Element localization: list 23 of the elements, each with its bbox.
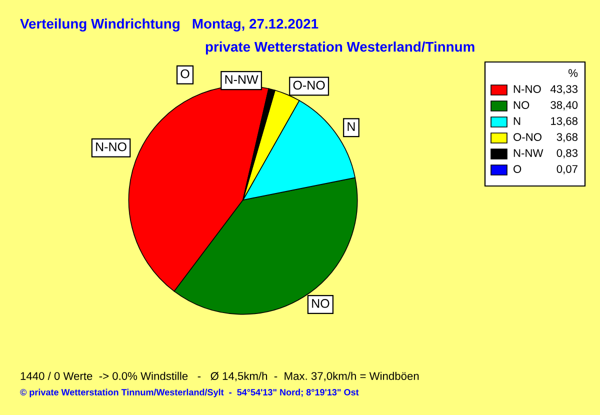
category-label: O xyxy=(180,69,190,78)
slice-label: N-NO xyxy=(96,142,126,152)
legend-title: % xyxy=(568,69,578,77)
legend-label: N xyxy=(514,117,520,125)
data-label: 3,68 xyxy=(556,133,578,142)
legend-label: O-NO xyxy=(514,133,542,141)
text: © private Wetterstation Tinnum/Westerland/Sylt - 54°54'13" Nord; 8°19'13" Ost xyxy=(20,388,359,398)
chart-title: Verteilung Windrichtung Montag, 27.12.2021 xyxy=(20,18,318,32)
data-label: 13,68 xyxy=(551,117,578,126)
slice-label: NO xyxy=(312,299,330,308)
data-label: 43,33 xyxy=(550,85,578,94)
category-label: N-NW xyxy=(225,75,258,84)
data-label: 0,07 xyxy=(556,165,578,174)
legend-label: O xyxy=(514,165,522,173)
data-label: 0,83 xyxy=(556,149,578,158)
slice-label: N xyxy=(348,122,355,131)
chart-subtitle: private Wetterstation Westerland/Tinnum xyxy=(206,42,474,54)
slice-label: O-NO xyxy=(293,80,325,90)
data-label: 38,40 xyxy=(550,101,578,110)
legend-label: N-NO xyxy=(514,85,541,93)
text: 1440 / 0 Werte -> 0.0% Windstille - Ø 14,5km/h - Max. 37,0km/h = Windböen xyxy=(20,372,419,382)
legend-label: NO xyxy=(514,101,530,109)
legend-label: N-NW xyxy=(514,149,544,157)
